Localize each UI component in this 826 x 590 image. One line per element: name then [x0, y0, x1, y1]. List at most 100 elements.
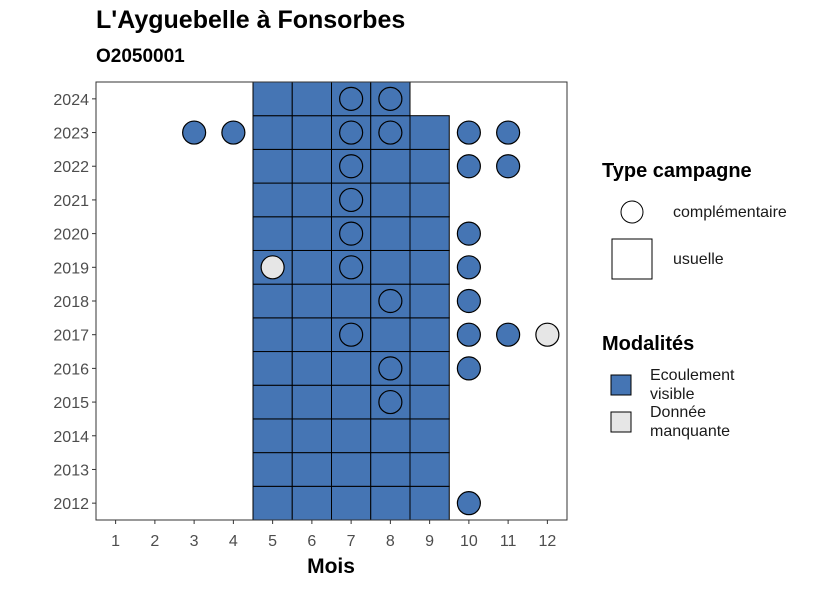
tile-usuelle-2017-5 [253, 318, 292, 352]
tile-usuelle-2019-6 [292, 250, 331, 284]
y-tick-label-2013: 2013 [53, 462, 89, 479]
tile-usuelle-2013-6 [292, 453, 331, 487]
tile-usuelle-2012-7 [332, 486, 371, 520]
tile-usuelle-2012-8 [371, 486, 410, 520]
tile-usuelle-2016-5 [253, 352, 292, 386]
point-complementaire-2017-7 [340, 323, 363, 346]
point-complementaire-2017-10 [457, 323, 480, 346]
x-axis: 1 2 3 4 5 6 7 8 9 10 11 12 [111, 520, 556, 550]
y-tick-label-2022: 2022 [53, 159, 89, 176]
tile-usuelle-2018-5 [253, 284, 292, 318]
tile-usuelle-2020-5 [253, 217, 292, 251]
tile-usuelle-2022-8 [371, 149, 410, 183]
tile-usuelle-2013-8 [371, 453, 410, 487]
legend-type-usuelle: usuelle [673, 250, 724, 270]
x-tick-label-5: 5 [268, 533, 277, 550]
y-tick-label-2016: 2016 [53, 361, 89, 378]
legend-key-ecoulement-swatch [611, 375, 631, 395]
legend-type-title: Type campagne [602, 160, 752, 183]
tile-usuelle-2022-9 [410, 149, 449, 183]
point-complementaire-2018-10 [457, 290, 480, 313]
tile-usuelle-2018-6 [292, 284, 331, 318]
point-complementaire-2023-8 [379, 121, 402, 144]
tile-usuelle-2016-6 [292, 352, 331, 386]
point-complementaire-2016-8 [379, 357, 402, 380]
y-tick-label-2019: 2019 [53, 260, 89, 277]
tile-usuelle-2014-9 [410, 419, 449, 453]
tile-usuelle-2013-9 [410, 453, 449, 487]
usuelle-tiles [253, 82, 449, 520]
point-complementaire-2019-7 [340, 256, 363, 279]
point-complementaire-2022-7 [340, 155, 363, 178]
y-tick-label-2023: 2023 [53, 126, 89, 143]
y-tick-label-2020: 2020 [53, 227, 89, 244]
y-tick-label-2018: 2018 [53, 294, 89, 311]
point-complementaire-2017-11 [497, 323, 520, 346]
tile-usuelle-2015-5 [253, 385, 292, 419]
tile-usuelle-2023-5 [253, 116, 292, 150]
legend-modalite-ecoulement: Ecoulement visible [650, 366, 735, 404]
tile-usuelle-2015-6 [292, 385, 331, 419]
point-complementaire-2024-8 [379, 87, 402, 110]
point-complementaire-2023-10 [457, 121, 480, 144]
point-complementaire-2023-7 [340, 121, 363, 144]
y-tick-label-2021: 2021 [53, 193, 89, 210]
x-tick-label-1: 1 [111, 533, 120, 550]
legend-modalite-manquante: Donnée manquante [650, 403, 730, 441]
x-tick-label-12: 12 [538, 533, 556, 550]
tile-usuelle-2014-5 [253, 419, 292, 453]
x-tick-label-11: 11 [500, 533, 517, 550]
tile-usuelle-2016-7 [332, 352, 371, 386]
tile-usuelle-2013-7 [332, 453, 371, 487]
point-complementaire-2016-10 [457, 357, 480, 380]
point-complementaire-2022-10 [457, 155, 480, 178]
point-complementaire-2017-12 [536, 323, 559, 346]
legend-key-usuelle-square [612, 239, 652, 279]
tile-usuelle-2022-6 [292, 149, 331, 183]
tile-usuelle-2021-9 [410, 183, 449, 217]
tile-usuelle-2021-5 [253, 183, 292, 217]
x-tick-label-10: 10 [460, 533, 478, 550]
tile-usuelle-2020-8 [371, 217, 410, 251]
tile-usuelle-2023-9 [410, 116, 449, 150]
tile-usuelle-2019-8 [371, 250, 410, 284]
tile-usuelle-2012-5 [253, 486, 292, 520]
x-tick-label-7: 7 [347, 533, 356, 550]
point-complementaire-2019-5 [261, 256, 284, 279]
tile-usuelle-2013-5 [253, 453, 292, 487]
point-complementaire-2023-4 [222, 121, 245, 144]
x-tick-label-9: 9 [425, 533, 434, 550]
legend-key-manquante-swatch [611, 412, 631, 432]
y-axis: 2012 2013 2014 2015 2016 2017 2018 2019 2020 2021… [53, 92, 96, 513]
tile-usuelle-2018-9 [410, 284, 449, 318]
tile-usuelle-2024-6 [292, 82, 331, 116]
tile-usuelle-2022-5 [253, 149, 292, 183]
point-complementaire-2023-11 [497, 121, 520, 144]
x-tick-label-3: 3 [190, 533, 199, 550]
y-tick-label-2014: 2014 [53, 429, 89, 446]
point-complementaire-2019-10 [457, 256, 480, 279]
tile-usuelle-2014-8 [371, 419, 410, 453]
point-complementaire-2022-11 [497, 155, 520, 178]
legend-keys [611, 201, 652, 432]
point-complementaire-2020-10 [457, 222, 480, 245]
x-tick-label-6: 6 [307, 533, 316, 550]
tile-usuelle-2024-5 [253, 82, 292, 116]
y-tick-label-2012: 2012 [53, 496, 89, 513]
tile-usuelle-2021-6 [292, 183, 331, 217]
point-complementaire-2024-7 [340, 87, 363, 110]
x-axis-title: Mois [307, 555, 355, 578]
point-complementaire-2023-3 [183, 121, 206, 144]
x-tick-label-2: 2 [150, 533, 159, 550]
tile-usuelle-2015-7 [332, 385, 371, 419]
tile-usuelle-2018-7 [332, 284, 371, 318]
tile-usuelle-2020-9 [410, 217, 449, 251]
legend-key-complementaire-circle [621, 201, 643, 223]
point-complementaire-2021-7 [340, 188, 363, 211]
tile-usuelle-2017-8 [371, 318, 410, 352]
tile-usuelle-2017-6 [292, 318, 331, 352]
tile-usuelle-2020-6 [292, 217, 331, 251]
tile-usuelle-2014-6 [292, 419, 331, 453]
x-tick-label-8: 8 [386, 533, 395, 550]
